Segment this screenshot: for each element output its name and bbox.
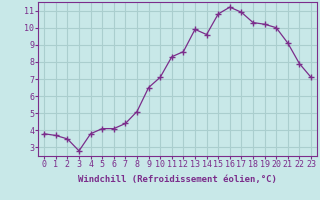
- X-axis label: Windchill (Refroidissement éolien,°C): Windchill (Refroidissement éolien,°C): [78, 175, 277, 184]
